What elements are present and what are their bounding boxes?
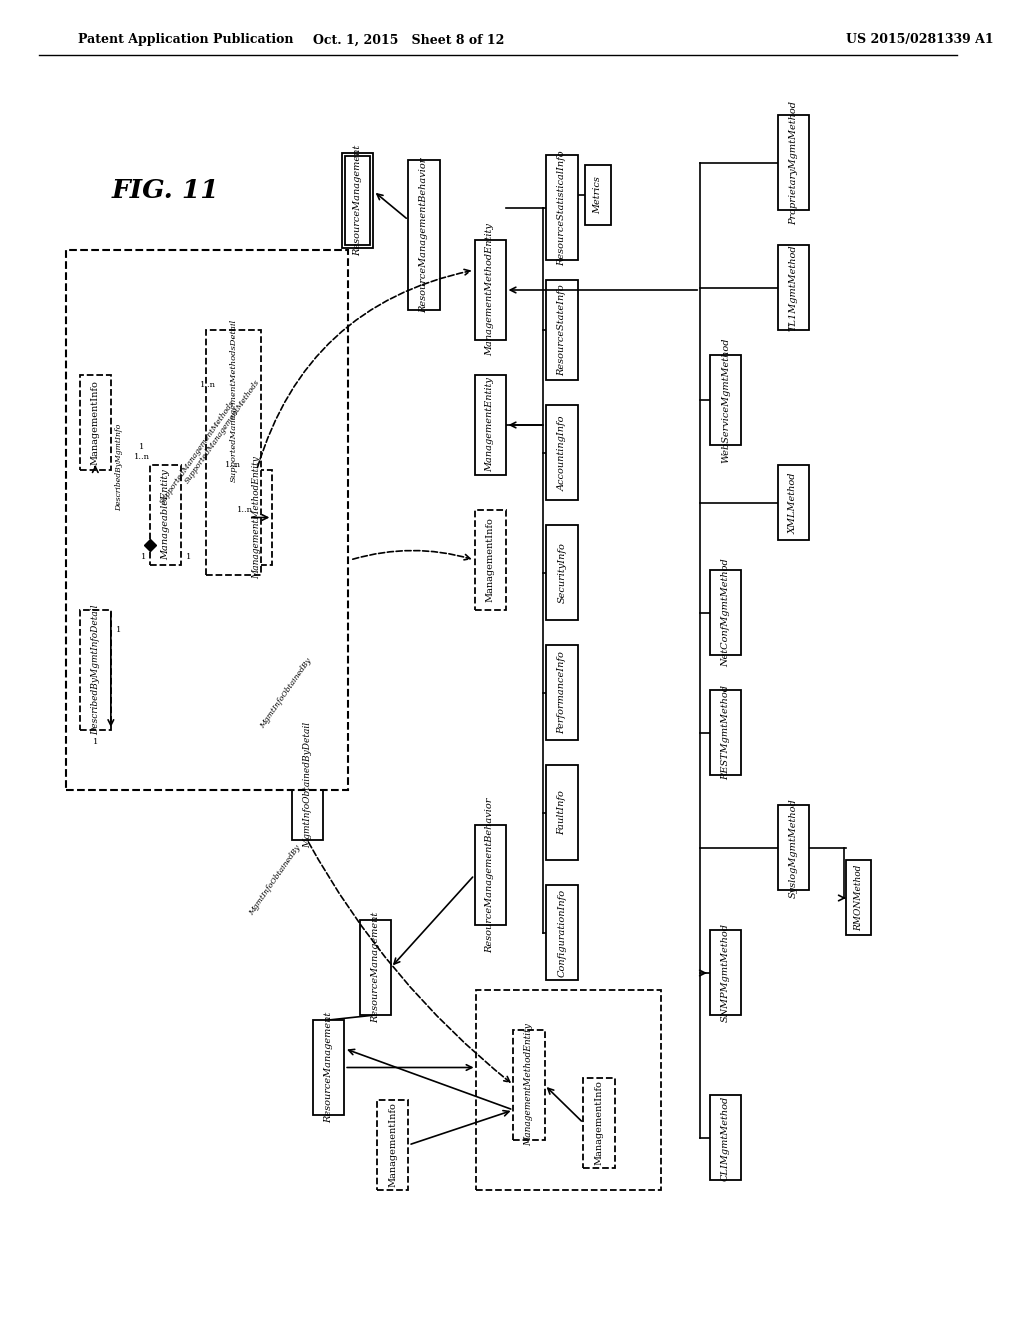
Text: AccountingInfo: AccountingInfo [557, 416, 566, 491]
Bar [710, 931, 741, 1015]
Text: 1: 1 [141, 553, 146, 561]
Bar [476, 990, 662, 1191]
Text: 1..n: 1..n [237, 506, 253, 513]
Text: ResourceStateInfo: ResourceStateInfo [557, 284, 566, 376]
Bar [359, 920, 391, 1015]
Text: TL1MgmtMethod: TL1MgmtMethod [788, 244, 798, 331]
Text: ResourceManagement: ResourceManagement [371, 912, 380, 1023]
Bar [584, 1078, 614, 1168]
Text: 1: 1 [116, 626, 121, 634]
Text: SecurityInfo: SecurityInfo [557, 543, 566, 603]
Text: RMONMethod: RMONMethod [854, 865, 863, 931]
Bar [474, 825, 506, 925]
Text: ProprietaryMgmtMethod: ProprietaryMgmtMethod [788, 102, 798, 224]
Text: XMLMethod: XMLMethod [788, 473, 798, 533]
Text: ResourceManagement: ResourceManagement [353, 145, 362, 256]
Text: FaultInfo: FaultInfo [557, 791, 566, 836]
Bar [778, 805, 809, 890]
Bar [474, 375, 506, 475]
Bar [547, 405, 578, 500]
Bar [345, 156, 371, 246]
Bar [547, 645, 578, 741]
Text: SyslogMgmtMethod: SyslogMgmtMethod [788, 799, 798, 898]
Text: SNMPMgmtMethod: SNMPMgmtMethod [721, 924, 730, 1023]
Text: ManageableEntity: ManageableEntity [161, 470, 170, 561]
Bar [547, 280, 578, 380]
Text: SupportedManagementMethodsDetail: SupportedManagementMethodsDetail [229, 318, 238, 482]
Bar [778, 115, 809, 210]
Bar [547, 766, 578, 861]
Text: ManagementMethodEntity: ManagementMethodEntity [524, 1023, 534, 1147]
Text: CLIMgmtMethod: CLIMgmtMethod [721, 1096, 730, 1180]
Bar [474, 510, 506, 610]
Text: ManagementInfo: ManagementInfo [485, 517, 495, 602]
Bar [67, 249, 348, 789]
Text: ResourceManagementBehavior: ResourceManagementBehavior [420, 157, 428, 313]
Text: ResourceManagement: ResourceManagement [325, 1012, 333, 1123]
Bar [846, 861, 871, 935]
Text: RESTMgmtMethod: RESTMgmtMethod [721, 685, 730, 780]
Bar [80, 375, 111, 470]
Text: 1..n: 1..n [225, 461, 242, 469]
Text: MgmtInfoObtainedBy: MgmtInfoObtainedBy [248, 843, 302, 916]
Text: SupportedManagementMethods: SupportedManagementMethods [159, 399, 237, 506]
Text: 1: 1 [139, 444, 144, 451]
Bar [547, 884, 578, 979]
Text: WebServiceMgmtMethod: WebServiceMgmtMethod [721, 337, 730, 463]
Bar [218, 341, 249, 459]
Bar [547, 154, 578, 260]
Text: MgmtInfoObtainedByDetail: MgmtInfoObtainedByDetail [303, 722, 311, 847]
Text: 1..n: 1..n [134, 453, 150, 461]
Text: Metrics: Metrics [594, 176, 602, 214]
Bar [710, 355, 741, 445]
Bar [313, 1020, 344, 1115]
Bar [513, 1030, 545, 1140]
Text: ResourceStatisticalInfo: ResourceStatisticalInfo [557, 150, 566, 265]
Bar [80, 610, 111, 730]
Bar [242, 470, 272, 565]
Bar [342, 153, 374, 248]
Bar [377, 1100, 409, 1191]
Text: FIG. 11: FIG. 11 [112, 177, 219, 202]
Text: DescribedByMgmtInfoDetail: DescribedByMgmtInfoDetail [91, 605, 99, 735]
Text: 1: 1 [186, 553, 191, 561]
Bar [778, 465, 809, 540]
Text: ResourceManagementBehavior: ResourceManagementBehavior [485, 797, 495, 953]
Text: Oct. 1, 2015   Sheet 8 of 12: Oct. 1, 2015 Sheet 8 of 12 [312, 33, 504, 46]
Text: NetConfMgmtMethod: NetConfMgmtMethod [721, 558, 730, 668]
Text: ManagementInfo: ManagementInfo [91, 380, 99, 465]
Text: SupportedManagementMethods: SupportedManagementMethods [183, 378, 261, 484]
Bar [547, 525, 578, 620]
Bar [150, 465, 181, 565]
Text: ManagementMethodEntity: ManagementMethodEntity [485, 223, 495, 356]
Text: ManagementInfo: ManagementInfo [595, 1081, 603, 1166]
Bar [206, 330, 260, 576]
Bar [778, 246, 809, 330]
Text: ManagementMethodEntity: ManagementMethodEntity [252, 457, 261, 579]
Bar [710, 690, 741, 775]
Text: ManagementEntity: ManagementEntity [485, 378, 495, 473]
Text: Patent Application Publication: Patent Application Publication [78, 33, 293, 46]
Text: MgmtInfoObtainedBy: MgmtInfoObtainedBy [259, 657, 313, 730]
Bar [292, 730, 323, 840]
Text: 1: 1 [92, 738, 98, 746]
Text: ConfigurationInfo: ConfigurationInfo [557, 888, 566, 977]
Bar [586, 165, 610, 224]
Bar [409, 160, 439, 310]
Text: PerformanceInfo: PerformanceInfo [557, 652, 566, 734]
Bar [710, 1096, 741, 1180]
Text: 1..n: 1..n [200, 381, 216, 389]
Text: ManagementInfo: ManagementInfo [388, 1102, 397, 1188]
Text: US 2015/0281339 A1: US 2015/0281339 A1 [846, 33, 993, 46]
Bar [710, 570, 741, 655]
Bar [474, 240, 506, 341]
Text: DescribedByMgmtInfo: DescribedByMgmtInfo [115, 424, 123, 511]
